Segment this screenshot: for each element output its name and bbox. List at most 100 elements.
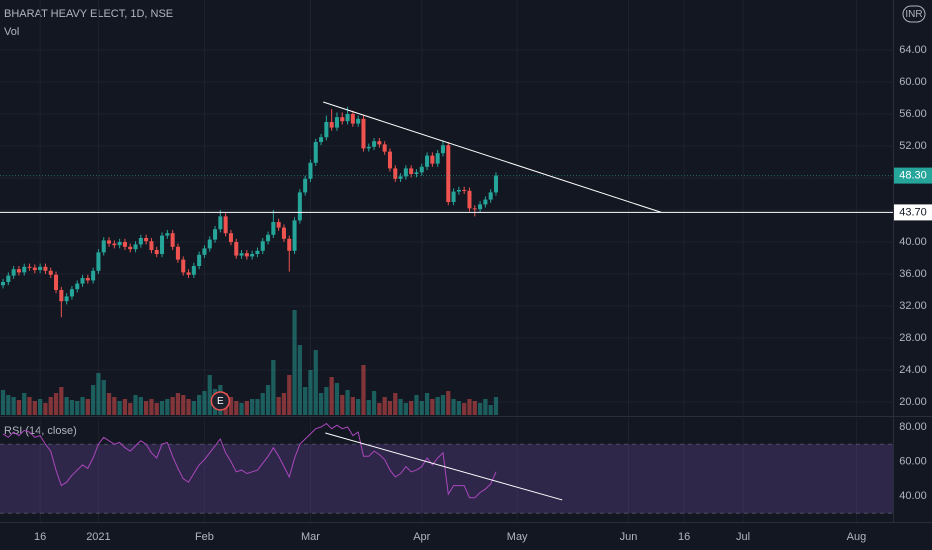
volume-bar xyxy=(356,399,361,415)
candle-body xyxy=(303,178,308,193)
volume-bar xyxy=(340,395,345,415)
volume-bar xyxy=(85,399,90,415)
candle-body xyxy=(345,114,350,122)
candle-body xyxy=(292,220,297,251)
y-tick-label: 24.00 xyxy=(899,364,927,376)
volume-bar xyxy=(64,397,69,415)
volume-bar xyxy=(197,395,202,415)
volume-bar xyxy=(22,393,27,415)
x-tick-label: Feb xyxy=(195,531,214,543)
volume-bar xyxy=(483,399,488,415)
candle-body xyxy=(138,238,143,245)
candle-body xyxy=(377,141,382,145)
candle-body xyxy=(186,272,191,275)
candle-body xyxy=(472,208,477,210)
y-tick-label: 56.00 xyxy=(899,108,927,120)
earnings-label[interactable]: E xyxy=(217,396,224,407)
volume-bar xyxy=(138,397,143,415)
candle-body xyxy=(393,168,398,179)
candle-body xyxy=(128,246,133,250)
volume-bar xyxy=(329,377,334,415)
volume-bar xyxy=(239,403,244,415)
chart-title: BHARAT HEAVY ELECT, 1D, NSE xyxy=(4,8,173,20)
candle-body xyxy=(43,266,48,271)
volume-bar xyxy=(472,401,477,415)
candle-body xyxy=(271,222,276,235)
volume-bar xyxy=(255,399,260,415)
candle-body xyxy=(239,253,244,256)
x-tick-label: May xyxy=(507,531,528,543)
volume-bar xyxy=(345,390,350,415)
volume-bar xyxy=(32,401,37,415)
volume-bar xyxy=(244,401,249,415)
volume-label: Vol xyxy=(4,26,19,38)
volume-bar xyxy=(159,401,165,415)
volume-bar xyxy=(265,385,271,415)
candle-body xyxy=(488,192,493,200)
candle-body xyxy=(175,246,180,260)
candle-body xyxy=(69,289,74,297)
volume-bar xyxy=(170,397,175,415)
candle-body xyxy=(197,254,202,266)
volume-bar xyxy=(456,401,461,415)
candle-body xyxy=(1,282,6,286)
volume-bar xyxy=(409,401,414,415)
rsi-trend-line xyxy=(325,432,563,501)
volume-bar xyxy=(202,391,207,415)
candle-body xyxy=(96,252,101,271)
volume-bar xyxy=(287,375,292,415)
volume-bar xyxy=(48,397,53,415)
earnings-marker xyxy=(210,391,231,411)
x-tick-label: Apr xyxy=(413,531,430,543)
candle-body xyxy=(117,242,122,246)
volume-bar xyxy=(350,397,355,415)
volume-bar xyxy=(281,393,287,415)
y-tick-label: 52.00 xyxy=(899,140,927,152)
rsi-tick-label: 40.00 xyxy=(899,490,927,502)
candle-body xyxy=(181,259,186,273)
candle-body xyxy=(313,142,318,163)
volume-bar xyxy=(334,383,340,415)
volume-bar xyxy=(371,391,377,415)
volume-bar xyxy=(128,403,133,415)
candle-body xyxy=(440,145,445,154)
horizontal-line-badge xyxy=(894,204,932,221)
volume-bar xyxy=(440,395,446,415)
x-tick-label: Jul xyxy=(736,531,750,543)
candle-body xyxy=(80,278,85,284)
candle-body xyxy=(446,145,451,202)
volume-bar xyxy=(419,401,424,415)
candle-body xyxy=(191,266,196,275)
volume-bar xyxy=(303,387,308,415)
candle-body xyxy=(334,117,339,128)
volume-bar xyxy=(6,395,11,415)
candle-body xyxy=(149,241,154,250)
volume-bar xyxy=(424,393,430,415)
volume-bar xyxy=(271,360,276,415)
candle-body xyxy=(16,269,21,273)
currency-badge[interactable] xyxy=(902,5,926,23)
volume-bar xyxy=(175,393,181,415)
volume-bar xyxy=(228,397,234,415)
volume-bar xyxy=(91,385,96,415)
candle-body xyxy=(281,227,286,239)
candle-body xyxy=(462,190,467,191)
volume-bar xyxy=(387,401,393,415)
candle-body xyxy=(244,253,249,257)
volume-bar xyxy=(186,399,191,415)
volume-bar xyxy=(181,395,186,415)
candle-body xyxy=(250,254,255,257)
y-tick-label: 28.00 xyxy=(899,332,927,344)
volume-bar xyxy=(122,399,128,415)
candle-body xyxy=(165,233,170,236)
volume-bar xyxy=(80,397,85,415)
candle-body xyxy=(101,240,106,253)
candle-body xyxy=(387,151,392,169)
candle-body xyxy=(329,122,334,128)
candle-body xyxy=(382,144,387,152)
candle-body xyxy=(6,275,11,282)
volume-bar xyxy=(144,401,149,415)
currency: INR xyxy=(905,9,922,20)
volume-bar xyxy=(430,399,435,415)
volume-bar xyxy=(207,375,212,415)
